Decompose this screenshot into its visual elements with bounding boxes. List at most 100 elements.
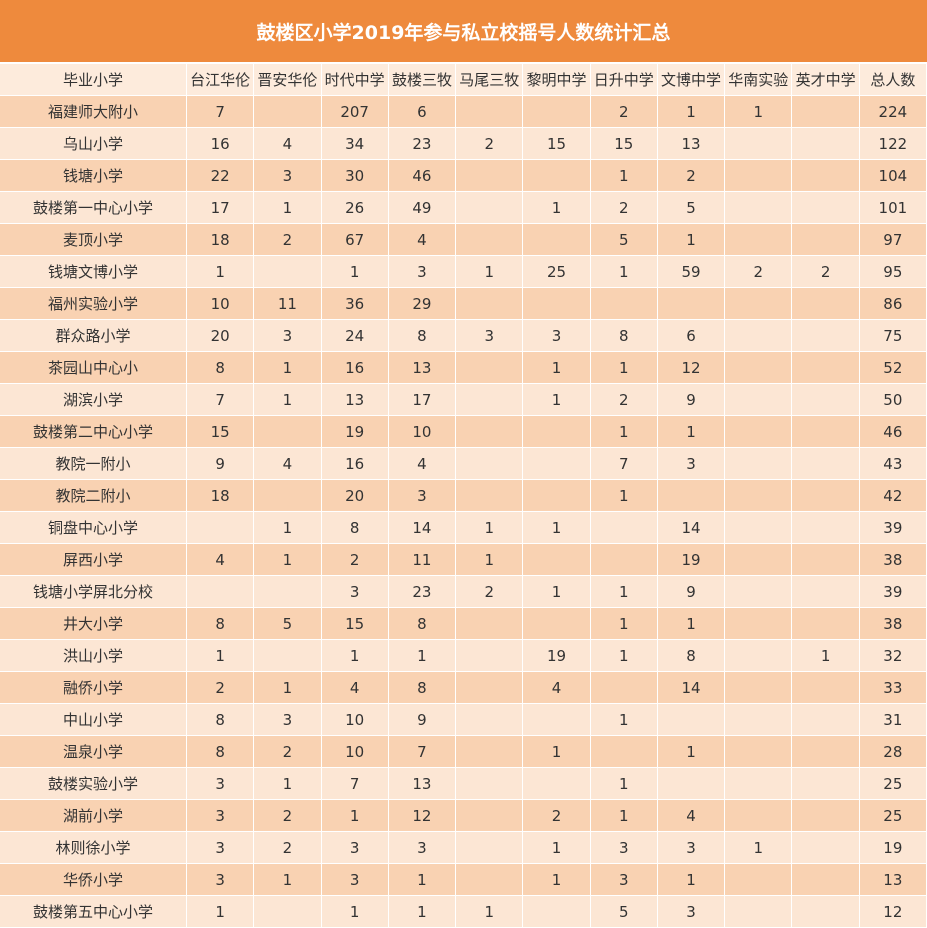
count-cell: 52 [859, 352, 927, 384]
school-name: 教院二附小 [0, 480, 187, 512]
count-cell: 1 [254, 768, 322, 800]
count-cell: 1 [792, 640, 860, 672]
count-cell: 7 [388, 736, 457, 768]
count-cell: 38 [859, 544, 927, 576]
count-cell: 2 [321, 544, 389, 576]
count-cell: 46 [859, 416, 927, 448]
count-cell: 10 [388, 416, 457, 448]
count-cell: 14 [657, 512, 726, 544]
count-cell: 3 [590, 832, 658, 864]
count-cell [792, 480, 860, 512]
school-name: 麦顶小学 [0, 224, 187, 256]
count-cell [523, 608, 591, 640]
count-cell [792, 96, 860, 128]
count-cell: 2 [456, 128, 524, 160]
count-cell: 3 [187, 864, 255, 896]
count-cell: 13 [657, 128, 726, 160]
count-cell: 1 [254, 544, 322, 576]
count-cell: 1 [590, 704, 658, 736]
count-cell [456, 160, 524, 192]
count-cell: 1 [523, 864, 591, 896]
count-cell [254, 576, 322, 608]
count-cell: 97 [859, 224, 927, 256]
count-cell: 1 [725, 96, 793, 128]
count-cell: 46 [388, 160, 457, 192]
count-cell: 19 [523, 640, 591, 672]
count-cell: 67 [321, 224, 389, 256]
count-cell: 5 [590, 896, 658, 928]
count-cell: 1 [590, 416, 658, 448]
count-cell: 50 [859, 384, 927, 416]
count-cell: 25 [523, 256, 591, 288]
count-cell: 1 [254, 352, 322, 384]
count-cell [456, 864, 524, 896]
count-cell: 2 [725, 256, 793, 288]
count-cell: 8 [657, 640, 726, 672]
count-cell: 2 [590, 96, 658, 128]
count-cell: 26 [321, 192, 389, 224]
count-cell [725, 544, 793, 576]
count-cell [456, 480, 524, 512]
count-cell: 3 [388, 480, 457, 512]
count-cell: 4 [657, 800, 726, 832]
count-cell: 2 [187, 672, 255, 704]
count-cell [523, 544, 591, 576]
header-cell: 总人数 [859, 64, 927, 96]
count-cell [725, 768, 793, 800]
count-cell: 59 [657, 256, 726, 288]
count-cell: 1 [590, 576, 658, 608]
count-cell: 1 [590, 256, 658, 288]
count-cell: 3 [321, 864, 389, 896]
count-cell: 22 [187, 160, 255, 192]
count-cell [523, 704, 591, 736]
count-cell: 3 [321, 832, 389, 864]
count-cell [456, 352, 524, 384]
count-cell [187, 576, 255, 608]
count-cell: 12 [657, 352, 726, 384]
count-cell: 2 [254, 832, 322, 864]
count-cell [456, 224, 524, 256]
count-cell [456, 608, 524, 640]
count-cell: 7 [321, 768, 389, 800]
count-cell: 1 [590, 480, 658, 512]
count-cell: 3 [523, 320, 591, 352]
count-cell: 2 [590, 384, 658, 416]
count-cell: 1 [523, 736, 591, 768]
count-cell [523, 96, 591, 128]
count-cell: 1 [523, 576, 591, 608]
count-cell [456, 448, 524, 480]
count-cell: 3 [388, 832, 457, 864]
count-cell: 1 [321, 800, 389, 832]
count-cell: 20 [187, 320, 255, 352]
header-cell: 晋安华伦 [254, 64, 322, 96]
school-name: 中山小学 [0, 704, 187, 736]
count-cell [523, 768, 591, 800]
count-cell [792, 768, 860, 800]
school-name: 温泉小学 [0, 736, 187, 768]
count-cell: 1 [254, 864, 322, 896]
count-cell: 11 [254, 288, 322, 320]
count-cell: 9 [388, 704, 457, 736]
count-cell: 7 [187, 96, 255, 128]
header-cell: 毕业小学 [0, 64, 187, 96]
school-name: 鼓楼实验小学 [0, 768, 187, 800]
count-cell: 36 [321, 288, 389, 320]
count-cell [725, 288, 793, 320]
count-cell: 14 [657, 672, 726, 704]
count-cell: 42 [859, 480, 927, 512]
count-cell [792, 512, 860, 544]
header-cell: 华南实验 [725, 64, 793, 96]
school-name: 洪山小学 [0, 640, 187, 672]
count-cell: 43 [859, 448, 927, 480]
count-cell: 122 [859, 128, 927, 160]
count-cell: 3 [187, 800, 255, 832]
school-name: 湖前小学 [0, 800, 187, 832]
count-cell [792, 800, 860, 832]
school-name: 教院一附小 [0, 448, 187, 480]
count-cell: 2 [254, 224, 322, 256]
count-cell [254, 416, 322, 448]
school-name: 鼓楼第五中心小学 [0, 896, 187, 928]
count-cell [725, 864, 793, 896]
count-cell: 39 [859, 576, 927, 608]
